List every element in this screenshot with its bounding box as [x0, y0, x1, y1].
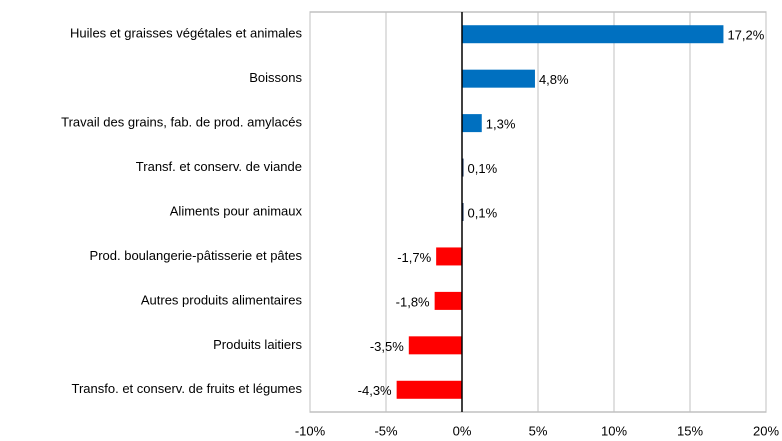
bar: [436, 247, 462, 266]
y-tick-label: Aliments pour animaux: [170, 203, 303, 218]
bar: [462, 25, 724, 44]
data-label: -1,7%: [397, 250, 431, 265]
bar: [434, 291, 462, 310]
x-tick-label: 15%: [677, 423, 703, 438]
bar: [462, 158, 464, 177]
data-label: 0,1%: [468, 205, 498, 220]
x-tick-label: 5%: [529, 423, 548, 438]
x-tick-label: 0%: [453, 423, 472, 438]
y-tick-label: Boissons: [249, 70, 302, 85]
data-label: -4,3%: [358, 383, 392, 398]
bar: [462, 69, 535, 88]
x-tick-label: 10%: [601, 423, 627, 438]
y-tick-label: Produits laitiers: [213, 337, 302, 352]
y-tick-label: Autres produits alimentaires: [141, 292, 303, 307]
y-tick-label: Huiles et graisses végétales et animales: [70, 26, 302, 41]
bar: [462, 114, 482, 133]
data-label: 1,3%: [486, 117, 516, 132]
x-tick-label: 20%: [753, 423, 779, 438]
bar: [396, 380, 462, 399]
y-tick-label: Travail des grains, fab. de prod. amylac…: [61, 115, 302, 130]
data-label: -3,5%: [370, 339, 404, 354]
y-tick-label: Transfo. et conserv. de fruits et légume…: [72, 381, 303, 396]
y-tick-label: Transf. et conserv. de viande: [136, 159, 302, 174]
y-tick-label: Prod. boulangerie-pâtisserie et pâtes: [90, 248, 303, 263]
bar: [408, 336, 462, 355]
x-tick-label: -5%: [374, 423, 398, 438]
data-label: 0,1%: [468, 161, 498, 176]
bar: [462, 203, 464, 221]
data-label: 17,2%: [727, 28, 764, 43]
data-label: 4,8%: [539, 72, 569, 87]
x-tick-label: -10%: [295, 423, 326, 438]
data-label: -1,8%: [396, 294, 430, 309]
